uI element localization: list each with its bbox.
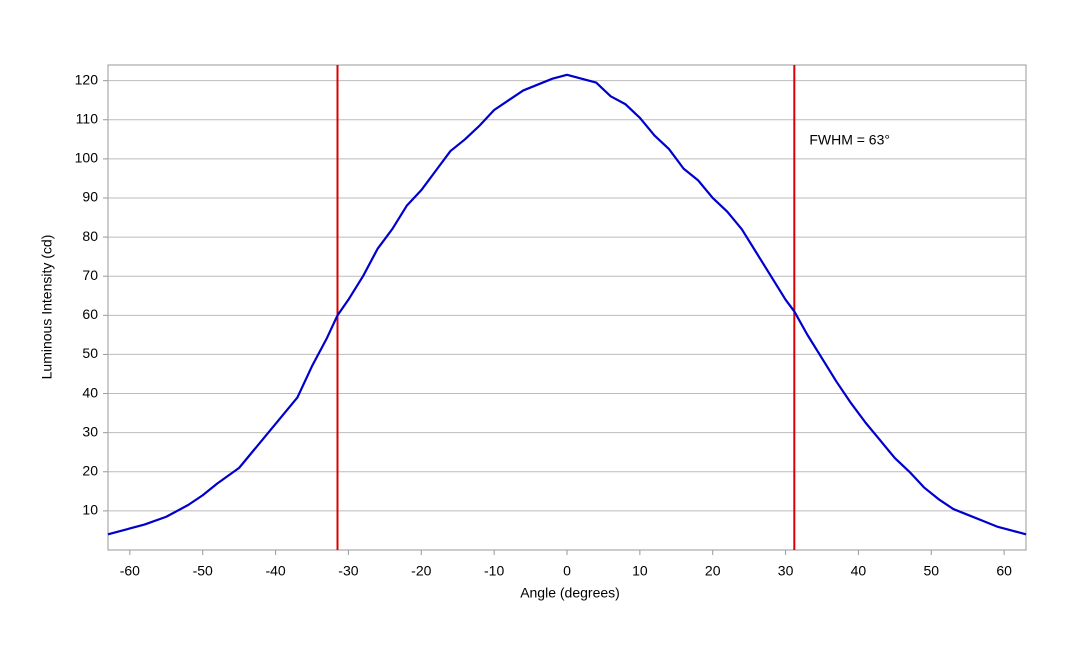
x-tick-label: -10 xyxy=(484,563,504,579)
y-tick-label: 50 xyxy=(82,345,98,361)
y-tick-label: 110 xyxy=(76,110,99,126)
x-tick-label: 40 xyxy=(851,563,867,579)
data-line xyxy=(107,73,1027,536)
y-axis-label: Luminous Intensity (cd) xyxy=(39,235,55,380)
y-tick-label: 20 xyxy=(82,462,98,478)
annotation: FWHM = 63° xyxy=(809,132,890,148)
x-tick-label: -20 xyxy=(411,563,431,579)
x-tick-label: 50 xyxy=(923,563,939,579)
x-tick-label: 30 xyxy=(778,563,794,579)
x-tick-label: 10 xyxy=(632,563,648,579)
x-tick-label: 20 xyxy=(705,563,721,579)
y-tick-label: 40 xyxy=(82,384,98,400)
x-tick-label: -30 xyxy=(338,563,358,579)
y-tick-label: 80 xyxy=(82,228,98,244)
y-tick-label: 120 xyxy=(75,71,99,87)
y-tick-label: 70 xyxy=(82,267,98,283)
x-tick-label: -40 xyxy=(265,563,285,579)
x-tick-label: 60 xyxy=(996,563,1012,579)
x-tick-label: 0 xyxy=(563,563,571,579)
y-tick-label: 60 xyxy=(82,306,98,322)
y-tick-label: 90 xyxy=(82,189,98,205)
x-tick-label: -60 xyxy=(120,563,140,579)
x-axis-label: Angle (degrees) xyxy=(520,585,620,601)
y-tick-label: 100 xyxy=(75,150,99,166)
x-tick-label: -50 xyxy=(193,563,213,579)
y-tick-label: 10 xyxy=(82,502,98,518)
y-tick-label: 30 xyxy=(82,423,98,439)
